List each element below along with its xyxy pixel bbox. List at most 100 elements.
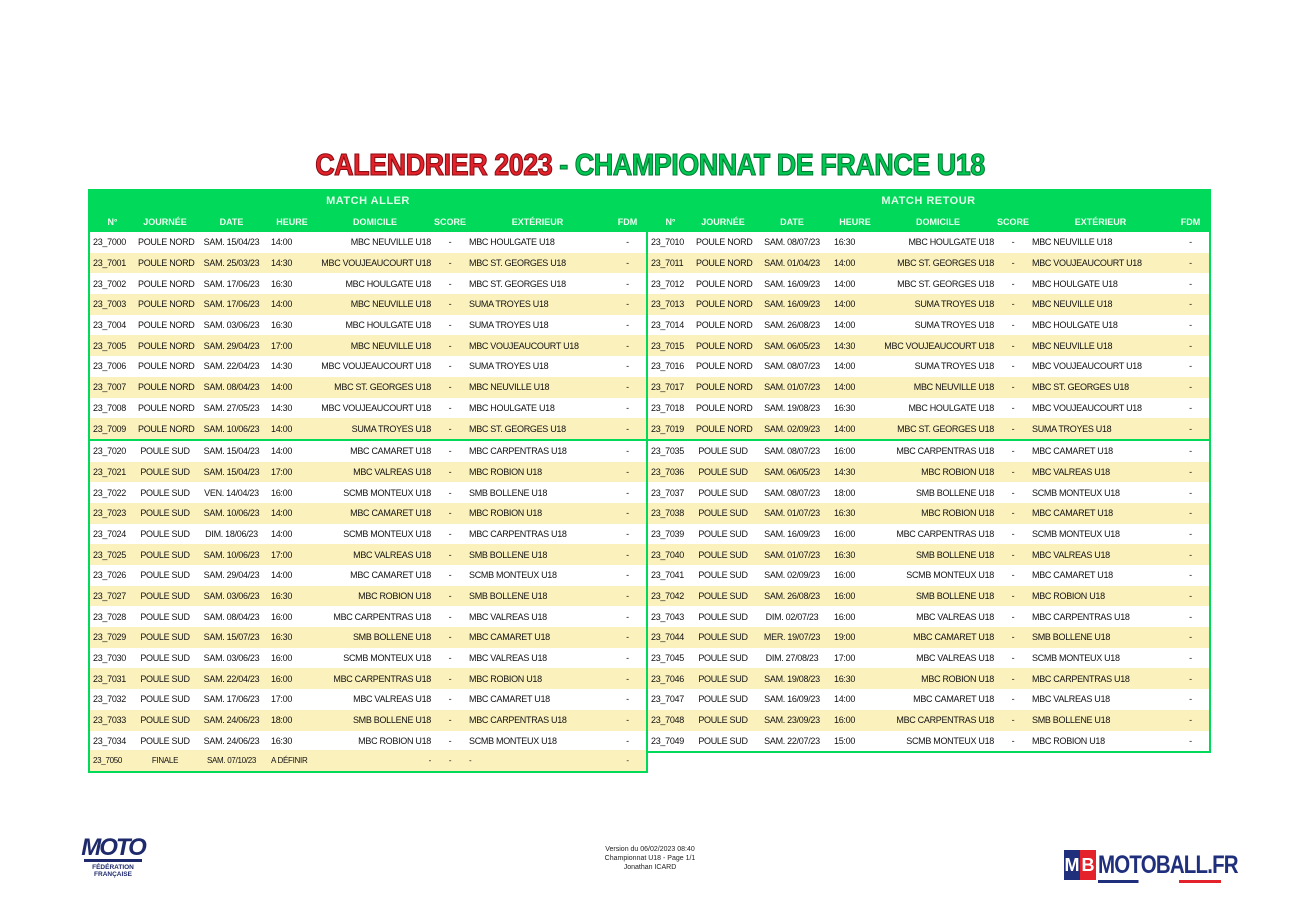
cell-heure: 17:00 (268, 335, 316, 357)
cell-exterieur: MBC ST. GEORGES U18 (469, 278, 566, 289)
cell-heure: 16:00 (271, 611, 293, 622)
cell-domicile: MBC VALREAS U18 (916, 611, 994, 622)
cell-fdm: - (1172, 709, 1209, 731)
cell-heure: 17:00 (271, 694, 293, 705)
table-row: 23_7040 POULE SUD SAM. 01/07/23 16:30 SMB BO… (648, 544, 1209, 565)
cell-match-number: 23_7007 (90, 376, 135, 398)
cell-domicile: SUMA TROYES U18 (914, 320, 995, 331)
cell-domicile: MBC NEUVILLE U18 (879, 376, 997, 398)
cell-match-number: 23_7024 (93, 528, 126, 539)
cell-score: - (434, 544, 466, 565)
cell-domicile: MBC CARPENTRAS U18 (316, 668, 434, 690)
cell-domicile: MBC CAMARET U18 (316, 438, 434, 462)
cell-fdm: - (1189, 278, 1192, 289)
cell-domicile: SMB BOLLENE U18 (879, 544, 997, 565)
cell-heure: 16:00 (831, 438, 879, 462)
cell-score: - (1011, 278, 1015, 289)
cell-match-number: 23_7040 (648, 544, 693, 565)
motoball-logo-b: B (1080, 850, 1096, 880)
ffm-logo-sub2: FRANÇAISE (94, 871, 132, 878)
cell-fdm: - (609, 335, 646, 357)
table-row: 23_7046 POULE SUD SAM. 19/08/23 16:30 MBC RO… (648, 668, 1209, 690)
cell-match-number: 23_7013 (648, 294, 693, 315)
cell-date: SAM. 29/04/23 (195, 335, 268, 357)
cell-match-number: 23_7019 (648, 418, 693, 440)
cell-fdm: - (1172, 335, 1209, 357)
finale-cell-date: SAM. 07/10/23 (195, 750, 268, 771)
cell-exterieur: MBC VALREAS U18 (469, 653, 547, 664)
cell-domicile: MBC HOULGATE U18 (908, 237, 994, 248)
cell-score: - (997, 544, 1029, 565)
table-row: 23_7045 POULE SUD DIM. 27/08/23 17:00 MBC VA… (648, 648, 1209, 669)
cell-heure: 16:00 (834, 570, 856, 581)
cell-domicile: MBC VOUJEAUCOURT U18 (879, 335, 997, 357)
cell-date: SAM. 16/09/23 (764, 528, 820, 539)
table-row: 23_7022 POULE SUD VEN. 14/04/23 16:00 SCMB M… (90, 482, 646, 503)
cell-score: - (1011, 570, 1015, 581)
cell-date: SAM. 01/07/23 (753, 544, 831, 565)
cell-fdm: - (609, 252, 646, 274)
cell-date: SAM. 08/04/23 (203, 611, 260, 622)
cell-fdm: - (1189, 528, 1192, 539)
cell-date: SAM. 08/07/23 (764, 361, 820, 372)
finale-row: 23_7050 FINALE SAM. 07/10/23 A DÉFINIR - - - - (90, 750, 646, 771)
cell-date: SAM. 26/08/23 (764, 320, 820, 331)
ffm-logo: MOTO FÉDÉRATION FRANÇAISE (78, 836, 148, 886)
cell-date: SAM. 22/07/23 (764, 735, 820, 746)
table-row: 23_7020 POULE SUD SAM. 15/04/23 14:00 MBC CA… (90, 438, 646, 462)
cell-score: - (1011, 237, 1015, 248)
table-row: 23_7004 POULE NORD SAM. 03/06/23 16:30 MBC H… (90, 315, 646, 336)
cell-score: - (997, 709, 1029, 731)
cell-domicile: MBC CAMARET U18 (316, 502, 434, 524)
cell-domicile: MBC NEUVILLE U18 (350, 237, 432, 248)
cell-match-number: 23_7036 (648, 461, 693, 483)
cell-journee: POULE NORD (693, 335, 753, 357)
cell-exterieur: MBC CAMARET U18 (1029, 438, 1172, 462)
cell-heure: 14:00 (268, 376, 316, 398)
cell-score: - (997, 585, 1029, 607)
cell-match-number: 23_7031 (90, 668, 135, 690)
cell-date: SAM. 01/07/23 (753, 502, 831, 524)
cell-match-number: 23_7012 (651, 278, 684, 289)
cell-fdm: - (1189, 487, 1192, 498)
cell-domicile: MBC ROBION U18 (316, 585, 434, 607)
table-row: 23_7032 POULE SUD SAM. 17/06/23 17:00 MBC VA… (90, 689, 646, 710)
cell-match-number: 23_7015 (648, 335, 693, 357)
cell-journee: POULE SUD (693, 438, 753, 462)
cell-heure: 16:00 (831, 585, 879, 607)
cell-match-number: 23_7026 (93, 570, 126, 581)
column-header-fdm: FDM (1172, 211, 1209, 232)
cell-score: - (448, 361, 452, 372)
cell-journee: POULE SUD (693, 709, 753, 731)
cell-score: - (1011, 653, 1015, 664)
table-row: 23_7001 POULE NORD SAM. 25/03/23 14:30 MBC V… (90, 252, 646, 274)
cell-date: SAM. 02/09/23 (753, 418, 831, 440)
cell-exterieur: MBC CARPENTRAS U18 (1032, 611, 1130, 622)
cell-heure: 14:00 (834, 361, 856, 372)
cell-domicile: MBC VALREAS U18 (916, 653, 994, 664)
cell-score: - (434, 627, 466, 648)
cell-score: - (434, 668, 466, 690)
cell-date: SAM. 22/04/23 (195, 668, 268, 690)
cell-score: - (997, 252, 1029, 274)
cell-score: - (448, 487, 452, 498)
table-row: 23_7008 POULE NORD SAM. 27/05/23 14:30 MBC V… (90, 398, 646, 419)
column-header-date: DATE (195, 211, 268, 232)
cell-score: - (434, 294, 466, 315)
cell-exterieur: SMB BOLLENE U18 (466, 544, 609, 565)
cell-score: - (997, 438, 1029, 462)
cell-fdm: - (609, 709, 646, 731)
cell-domicile: MBC CARPENTRAS U18 (879, 709, 997, 731)
cell-domicile: MBC CARPENTRAS U18 (896, 528, 994, 539)
cell-heure: 14:00 (268, 438, 316, 462)
table-row: 23_7005 POULE NORD SAM. 29/04/23 17:00 MBC N… (90, 335, 646, 357)
cell-match-number: 23_7011 (648, 252, 693, 274)
table-row: 23_7039 POULE SUD SAM. 16/09/23 16:00 MBC CA… (648, 524, 1209, 545)
cell-journee: POULE NORD (135, 252, 195, 274)
cell-heure: 14:00 (834, 320, 856, 331)
match-retour-table: MATCH RETOUR N° JOURNÉE DATE HEURE DOMICILE S… (646, 189, 1211, 754)
cell-fdm: - (626, 694, 629, 705)
cell-fdm: - (1189, 361, 1192, 372)
cell-score: - (1011, 361, 1015, 372)
cell-heure: 16:00 (271, 653, 293, 664)
